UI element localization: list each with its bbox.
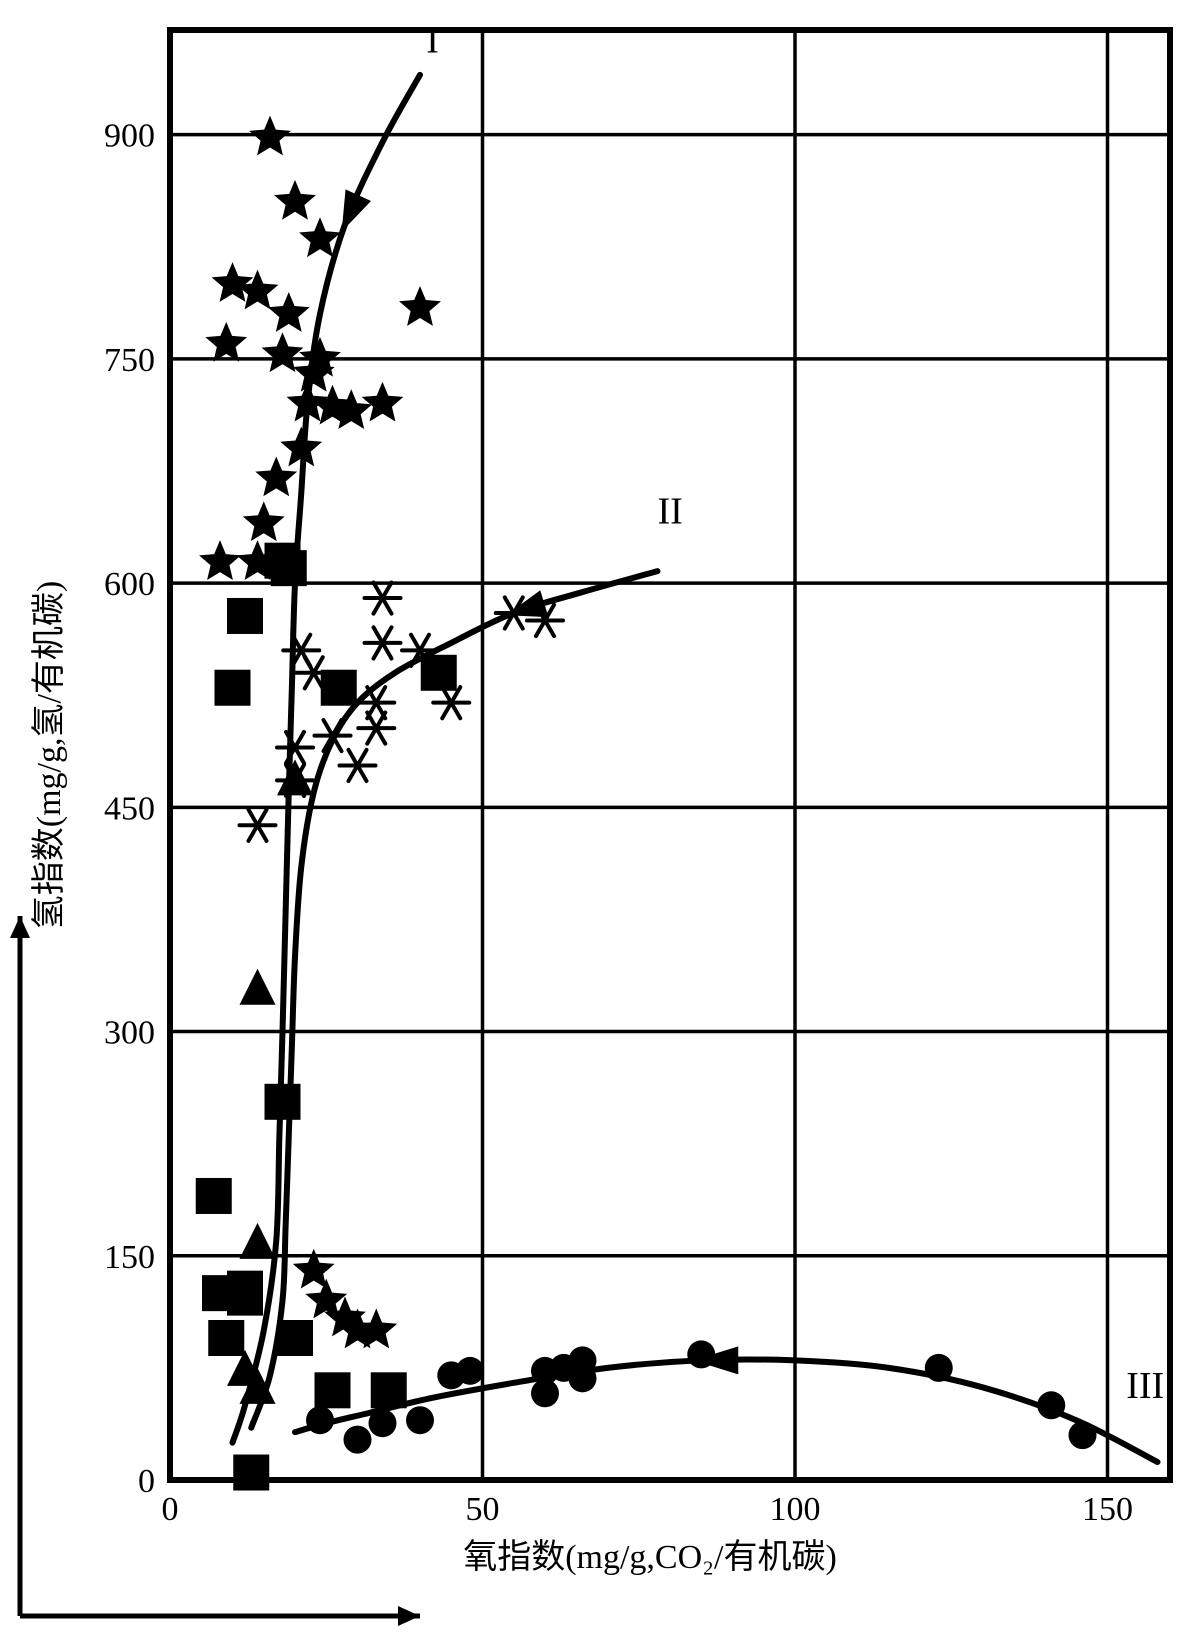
x-tick-label: 150 [1082,1491,1133,1528]
y-tick-label: 900 [104,118,155,155]
marker-circle [569,1346,597,1374]
curve-II-label: II [658,490,683,532]
marker-square [315,1372,351,1408]
marker-circle [925,1354,953,1382]
marker-square [215,670,251,706]
x-tick-label: 0 [162,1491,179,1528]
x-tick-label: 50 [466,1491,500,1528]
marker-circle [344,1426,372,1454]
x-axis-label: 氧指数(mg/g,CO₂/有机碳) [463,1538,837,1576]
marker-square [208,1320,244,1356]
marker-circle [687,1340,715,1368]
x-tick-label: 100 [770,1491,821,1528]
curve-III-label: III [1126,1365,1164,1407]
y-tick-label: 750 [104,342,155,379]
y-axis-label: 氢指数(mg/g,氢/有机碳) [30,581,68,929]
marker-square [227,598,263,634]
marker-circle [369,1409,397,1437]
marker-square [227,1271,263,1307]
marker-square [271,550,307,586]
y-tick-label: 450 [104,790,155,827]
marker-square [265,1084,301,1120]
y-tick-label: 150 [104,1239,155,1276]
curve-I-label: I [426,19,439,61]
marker-circle [406,1406,434,1434]
y-tick-label: 600 [104,566,155,603]
marker-square [277,1320,313,1356]
marker-circle [1069,1421,1097,1449]
chart-svg: 0 50 100 150 0 150 300 450 600 750 900 氧指数(mg/g,CO₂… [0,0,1201,1636]
marker-circle [531,1379,559,1407]
marker-circle [306,1406,334,1434]
marker-circle [1037,1391,1065,1419]
marker-square [196,1178,232,1214]
marker-square [233,1455,269,1491]
y-tick-label: 300 [104,1015,155,1052]
marker-square [321,670,357,706]
marker-square [371,1372,407,1408]
y-tick-label: 0 [138,1463,155,1500]
van-krevelen-chart: 0 50 100 150 0 150 300 450 600 750 900 氧指数(mg/g,CO₂… [0,0,1201,1636]
marker-circle [456,1357,484,1385]
